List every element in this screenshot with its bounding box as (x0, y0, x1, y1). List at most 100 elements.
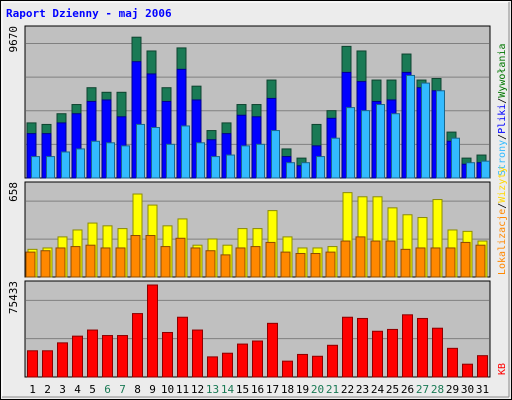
bar-kb-24 (372, 330, 383, 378)
bar-strony-22 (346, 107, 355, 179)
bar-lokalizacje-14 (220, 254, 231, 278)
bar-strony-4 (76, 148, 85, 179)
bar-lokalizacje-7 (115, 247, 126, 278)
bar-lokalizacje-23 (355, 236, 366, 278)
bar-lokalizacje-17 (265, 241, 276, 278)
bar-kb-3 (57, 342, 68, 378)
panel-middle: 658 Lokalizacje/Wizyty (7, 167, 508, 278)
bar-strony-29 (451, 137, 460, 179)
x-tick-label: 1 (29, 383, 36, 396)
bar-lokalizacje-6 (100, 247, 111, 278)
bar-strony-15 (241, 145, 250, 179)
bar-lokalizacje-10 (160, 246, 171, 278)
bar-lokalizacje-16 (250, 246, 261, 278)
bar-kb-23 (357, 317, 368, 378)
bar-strony-5 (91, 140, 100, 179)
bar-lokalizacje-27 (415, 247, 426, 278)
x-tick-label: 16 (251, 383, 264, 396)
bar-lokalizacje-21 (325, 251, 336, 278)
x-tick-label: 4 (74, 383, 81, 396)
bar-kb-5 (87, 329, 98, 378)
bar-lokalizacje-25 (385, 240, 396, 278)
x-tick-label: 31 (476, 383, 489, 396)
bar-strony-11 (181, 125, 190, 179)
bar-lokalizacje-24 (370, 240, 381, 278)
bar-strony-12 (196, 142, 205, 179)
bar-lokalizacje-5 (85, 244, 96, 278)
bar-lokalizacje-3 (55, 247, 66, 278)
bar-kb-26 (402, 314, 413, 378)
legend-part: / (497, 203, 508, 209)
bar-kb-13 (207, 356, 218, 378)
legend-part: Lokalizacje (497, 209, 508, 275)
x-axis-labels: 1 2 3 4 5 6 7 8 9 10 11 12 13 14 15 16 17 18 19 20 21 22 23 24 2… (29, 383, 489, 396)
bar-kb-16 (252, 340, 263, 378)
x-tick-label: 30 (461, 383, 474, 396)
legend-part: Pliki (497, 104, 508, 134)
bar-lokalizacje-8 (130, 235, 141, 278)
series-legend-top: Strony/Pliki/Wywołania (497, 44, 508, 176)
bar-strony-24 (376, 104, 385, 179)
bar-kb-31 (477, 355, 488, 378)
x-tick-label: 22 (341, 383, 354, 396)
bar-strony-10 (166, 143, 175, 179)
bar-lokalizacje-26 (400, 248, 411, 278)
bar-kb-2 (42, 350, 53, 378)
bar-strony-23 (361, 110, 370, 179)
bar-strony-17 (271, 130, 280, 179)
x-tick-label: 28 (431, 383, 444, 396)
y-max-label-bottom: 75433 (7, 281, 20, 314)
bar-kb-15 (237, 343, 248, 378)
x-tick-label: 7 (119, 383, 126, 396)
bar-lokalizacje-19 (295, 252, 306, 278)
bar-strony-19 (301, 162, 310, 179)
bar-lokalizacje-1 (25, 251, 36, 278)
bar-kb-17 (267, 322, 278, 378)
bar-kb-19 (297, 353, 308, 378)
x-tick-label: 21 (326, 383, 339, 396)
bar-lokalizacje-31 (475, 244, 486, 278)
bar-strony-16 (256, 143, 265, 179)
x-tick-label: 23 (356, 383, 369, 396)
bar-lokalizacje-29 (445, 247, 456, 278)
bar-kb-18 (282, 360, 293, 378)
bar-lokalizacje-9 (145, 235, 156, 278)
x-tick-label: 29 (446, 383, 459, 396)
x-tick-label: 17 (266, 383, 279, 396)
bar-strony-31 (481, 160, 490, 179)
bar-kb-25 (387, 328, 398, 378)
bar-kb-4 (72, 335, 83, 378)
legend-part: Wizyty (497, 167, 508, 203)
bar-lokalizacje-2 (40, 250, 51, 278)
bar-strony-1 (31, 156, 40, 179)
bar-lokalizacje-4 (70, 246, 81, 278)
x-tick-label: 27 (416, 383, 429, 396)
x-tick-label: 26 (401, 383, 414, 396)
bar-strony-21 (331, 137, 340, 179)
bar-strony-14 (226, 154, 235, 179)
series-legend-middle: Lokalizacje/Wizyty (497, 167, 508, 275)
x-tick-label: 15 (236, 383, 249, 396)
x-tick-label: 13 (206, 383, 219, 396)
legend-part: Wywołania (497, 44, 508, 98)
bar-strony-6 (106, 142, 115, 179)
bar-kb-29 (447, 347, 458, 378)
bar-lokalizacje-18 (280, 251, 291, 278)
series-legend-bottom: KB (497, 363, 508, 375)
bar-strony-28 (436, 90, 445, 179)
x-tick-label: 24 (371, 383, 385, 396)
x-tick-label: 20 (311, 383, 324, 396)
bar-lokalizacje-13 (205, 250, 216, 278)
x-tick-label: 19 (296, 383, 309, 396)
bar-lokalizacje-11 (175, 237, 186, 278)
bar-strony-9 (151, 126, 160, 179)
bar-lokalizacje-28 (430, 247, 441, 278)
bar-strony-25 (391, 113, 400, 179)
y-max-label-top: 9670 (7, 26, 20, 53)
bar-kb-20 (312, 355, 323, 378)
x-tick-label: 11 (176, 383, 189, 396)
x-tick-label: 2 (44, 383, 51, 396)
bar-kb-14 (222, 352, 233, 378)
legend-part: / (497, 134, 508, 140)
